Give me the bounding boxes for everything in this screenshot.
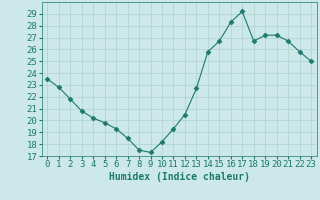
X-axis label: Humidex (Indice chaleur): Humidex (Indice chaleur) [109, 172, 250, 182]
